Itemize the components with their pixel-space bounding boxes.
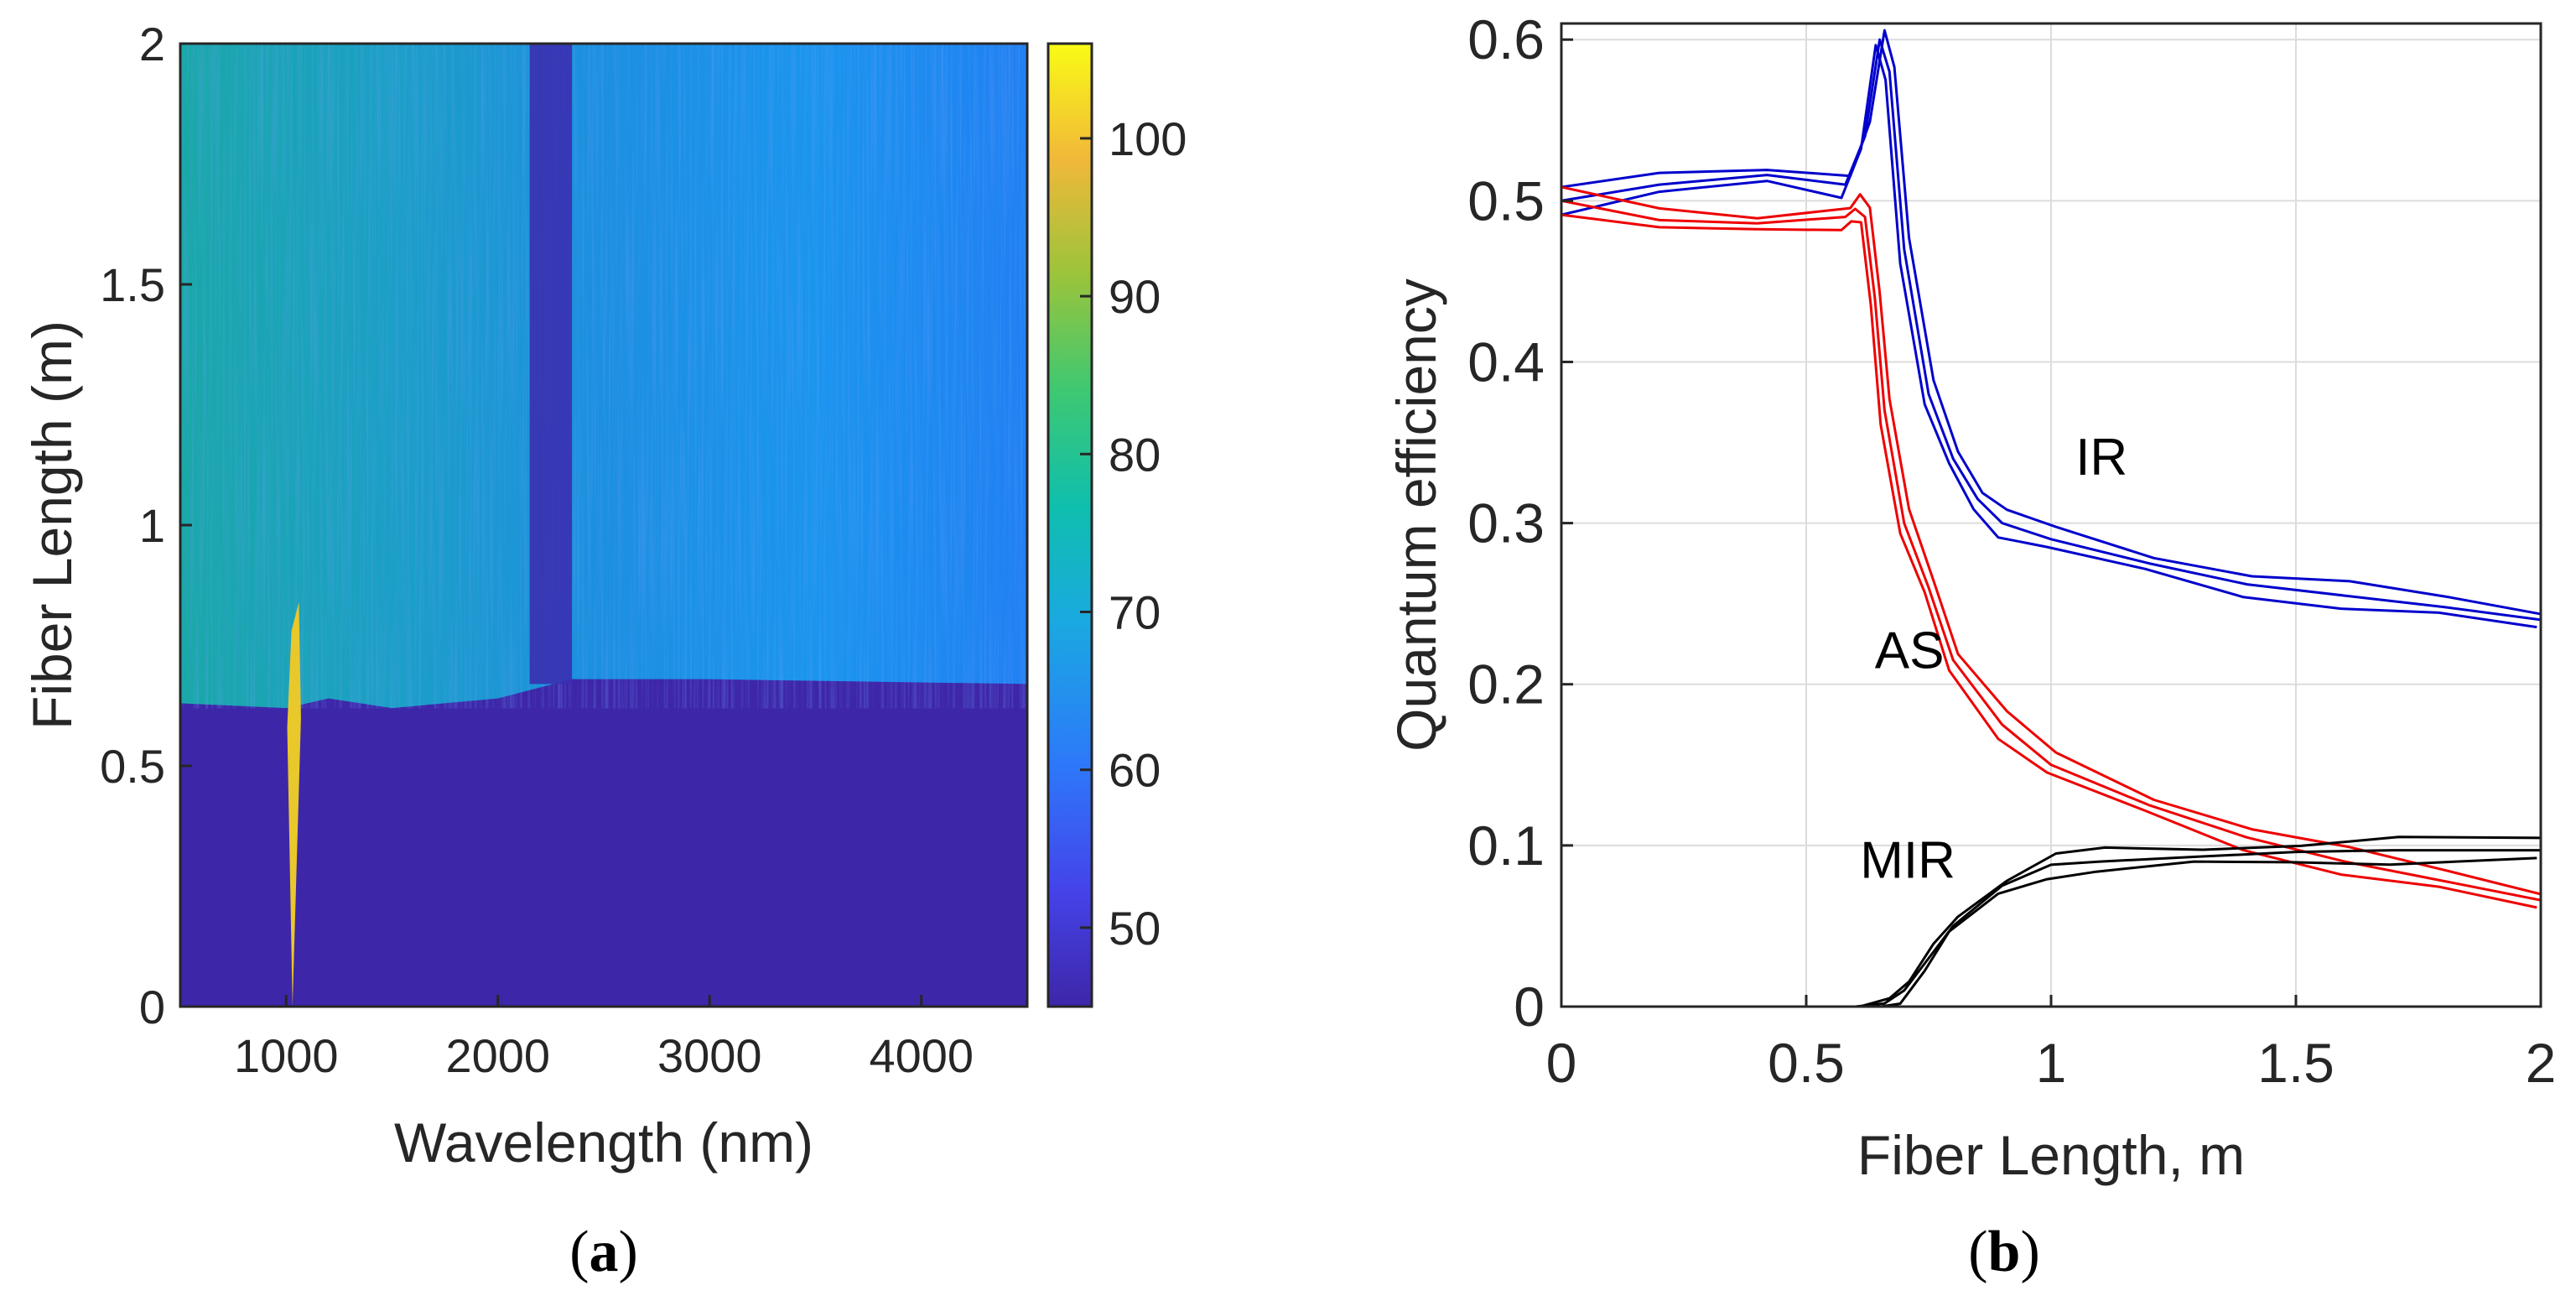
line-xlabel: Fiber Length, m [1857,1124,2245,1186]
dark-absorption-band [529,44,573,684]
panel-b-label: (b) [1968,1220,2040,1284]
line-xtick-label: 0.5 [1768,1032,1845,1094]
line-ytick-label: 0.3 [1467,492,1545,554]
line-ytick-label: 0.2 [1467,653,1545,716]
heatmap-xtick-label: 1000 [234,1029,339,1082]
spectral-texture [180,44,1027,709]
line-ticks: 0 0.5 1 1.5 2 0 0.1 0.2 0.3 0.4 0.5 0.6 [1467,8,2556,1094]
line-ytick-label: 0.6 [1467,8,1545,70]
line-ytick-label: 0 [1514,976,1545,1038]
line-annotations: IR AS MIR [1860,429,2127,889]
series-ir-line [1561,44,2537,629]
annotation-as: AS [1875,622,1945,680]
colorbar-tick-label: 60 [1109,744,1161,797]
colorbar-tick-label: 100 [1109,112,1187,165]
annotation-mir: MIR [1860,831,1955,889]
series-ir-line [1561,38,2541,622]
heatmap-ytick-label: 1.5 [100,258,165,311]
heatmap-xtick-label: 3000 [657,1029,762,1082]
colorbar [1048,44,1092,1007]
heatmap-ytick-label: 0.5 [100,740,165,793]
colorbar-tick-label: 90 [1109,270,1161,323]
line-xtick-label: 0 [1546,1032,1577,1094]
colorbar-tick-label: 50 [1109,902,1161,955]
heatmap-ytick-label: 2 [139,18,165,70]
line-series [1561,29,2541,1007]
line-xtick-label: 1.5 [2257,1032,2334,1094]
line-panel: 0 0.5 1 1.5 2 0 0.1 0.2 0.3 0.4 0.5 0.6 IR AS MIR Fib… [1385,8,2556,1284]
heatmap-xtick-label: 4000 [869,1029,974,1082]
heatmap-xtick-label: 2000 [445,1029,550,1082]
series-mir-line [1561,835,2541,1007]
heatmap-ytick-label: 1 [139,499,165,552]
line-xtick-label: 2 [2526,1032,2557,1094]
colorbar-tick-label: 70 [1109,586,1161,639]
pump-wavelength-spike [287,601,301,1007]
colorbar-ticks: 50 60 70 80 90 100 [1080,112,1187,955]
heatmap-image [180,44,1027,1007]
annotation-ir: IR [2075,429,2127,487]
heatmap-xlabel: Wavelength (nm) [394,1111,813,1174]
colorbar-box [1046,42,1093,1008]
heatmap-panel: 1000 2000 3000 4000 0 0.5 1 1.5 2 Wavelength (nm… [21,18,1187,1284]
heatmap-ticks: 1000 2000 3000 4000 0 0.5 1 1.5 2 [100,18,974,1082]
colorbar-tick-label: 80 [1109,428,1161,481]
series-ir-line [1561,29,2541,616]
series-as-line [1561,185,2541,896]
series-mir-line [1561,856,2537,1007]
heatmap-ylabel: Fiber Length (m) [21,320,83,730]
line-ytick-label: 0.5 [1467,169,1545,232]
series-as-line [1561,199,2541,902]
panel-a-label: (a) [569,1220,638,1284]
line-ylabel: Quantum efficiency [1385,278,1447,752]
heatmap-ytick-label: 0 [139,981,165,1033]
line-xtick-label: 1 [2036,1032,2067,1094]
line-ytick-label: 0.1 [1467,815,1545,877]
line-ytick-label: 0.4 [1467,331,1545,393]
